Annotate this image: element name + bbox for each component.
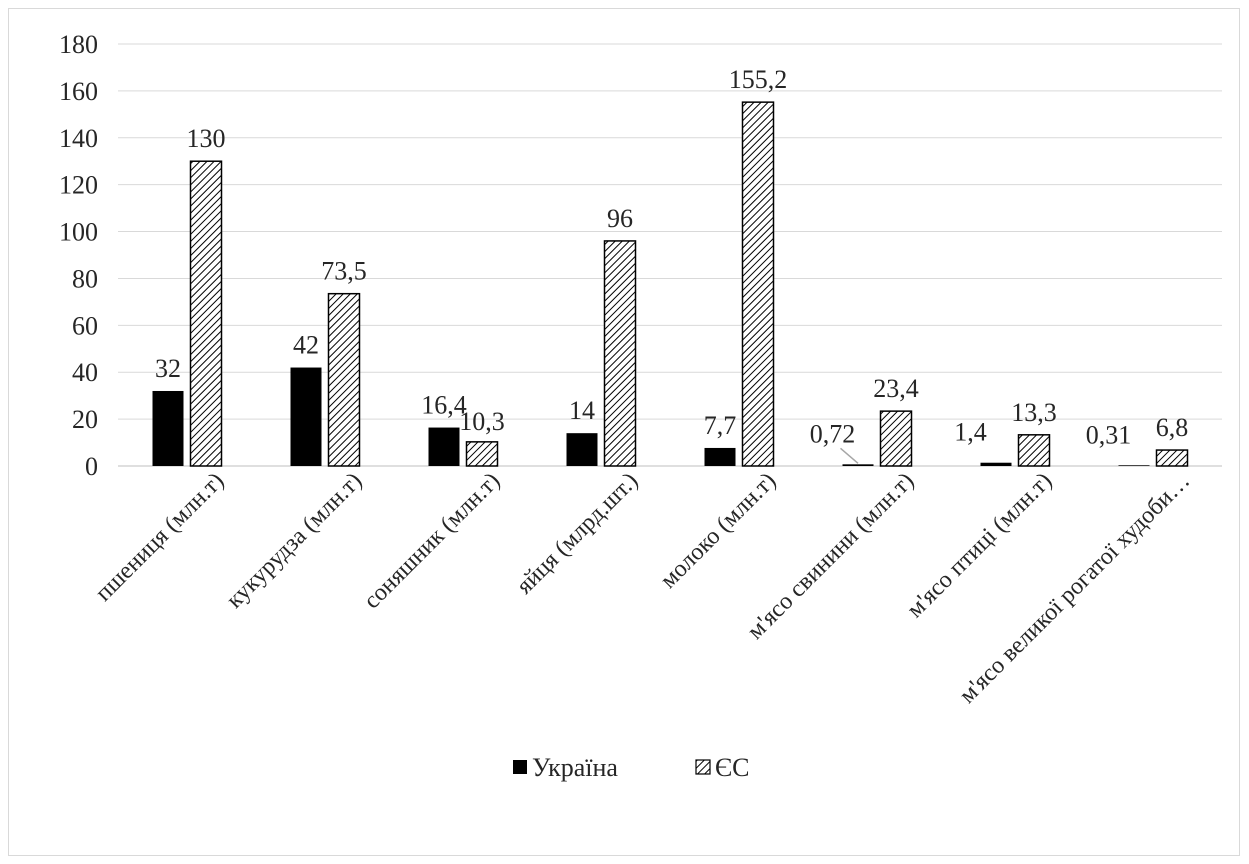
y-tick-label: 140 [59,124,98,153]
y-tick-label: 0 [85,452,98,481]
y-tick-label: 80 [72,264,98,293]
data-label: 13,3 [1011,398,1057,427]
y-axis-ticks: 0 20 40 60 80 100 120 140 160 180 [59,30,98,481]
y-tick-label: 160 [59,77,98,106]
data-label: 0,72 [810,419,856,448]
data-label: 130 [187,124,226,153]
data-label: 16,4 [421,391,467,420]
y-tick-label: 20 [72,405,98,434]
bar-ukraine [980,462,1012,466]
category-label: яйця (млрд.шт.) [512,468,644,600]
legend-swatch-eu [695,759,711,775]
data-label: 73,5 [321,257,367,286]
bar-ukraine [290,367,322,466]
y-tick-label: 120 [59,171,98,200]
data-label: 7,7 [704,411,737,440]
bar-eu [327,292,361,467]
leader-line [840,447,859,464]
category-label: соняшник (млн.т) [359,468,505,614]
data-label: 10,3 [459,407,505,436]
legend-label-ukraine: Україна [532,753,618,782]
bar-eu [741,101,775,467]
bar-ukraine [152,390,184,466]
category-label: пшениця (млн.т) [91,468,230,607]
data-label: 42 [293,331,319,360]
legend-swatch-ukraine [513,760,527,774]
data-label: 0,31 [1086,420,1132,449]
data-label: 96 [607,204,633,233]
category-label: молоко (млн.т) [656,468,782,594]
bar-ukraine [428,427,460,466]
data-labels: 32 130 42 73,5 16,410,3 14 96 7,7 155,2 0,72 23,4 1… [155,65,1189,464]
bar-eu [465,441,499,467]
category-label: кукурудза (млн.т) [222,468,368,614]
bar-ukraine [566,433,598,466]
legend: Україна ЄС [513,753,750,782]
data-label: 32 [155,354,181,383]
category-label: м'ясо великої рогатої худоби… [954,468,1195,709]
bar-eu [1155,449,1189,467]
data-label: 155,2 [729,65,788,94]
category-labels: пшениця (млн.т)кукурудза (млн.т)соняшник… [91,468,1196,709]
y-tick-label: 100 [59,218,98,247]
bar-eu [879,410,913,467]
bar-eu [189,160,223,467]
bar-ukraine [1118,465,1150,466]
legend-label-eu: ЄС [715,753,750,782]
y-tick-label: 60 [72,311,98,340]
category-label: м'ясо птиці (млн.т) [902,468,1057,623]
data-label: 1,4 [954,418,987,447]
bar-ukraine [704,447,736,466]
y-tick-label: 40 [72,358,98,387]
data-label: 14 [569,396,595,425]
bar-ukraine [842,464,874,466]
y-tick-label: 180 [59,30,98,59]
bar-eu [1017,434,1051,467]
data-label: 23,4 [873,374,919,403]
bar-eu [603,240,637,467]
data-label: 6,8 [1156,413,1189,442]
bars [152,101,1189,467]
